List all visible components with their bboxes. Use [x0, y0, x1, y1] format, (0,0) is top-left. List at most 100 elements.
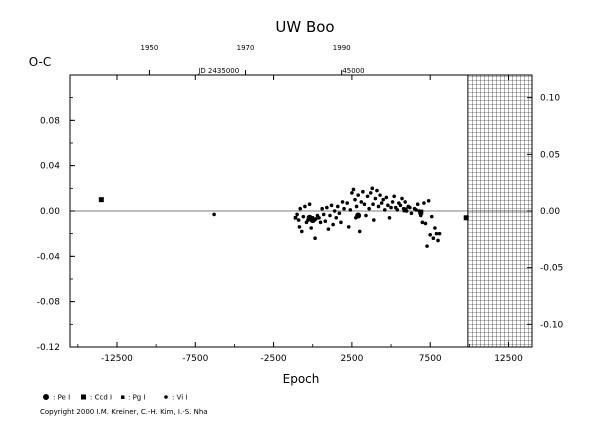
data-point-vis — [326, 227, 331, 231]
data-point-vis — [375, 188, 379, 193]
data-point-ccd — [98, 197, 104, 203]
data-point-vis — [351, 187, 356, 192]
legend-vi-marker — [164, 395, 168, 399]
data-point-vis — [382, 208, 387, 212]
x-tick-label: 7500 — [419, 354, 442, 364]
data-point-vis — [309, 226, 313, 230]
copyright-text: Copyright 2000 I.M. Kreiner, C.-H. Kim, … — [40, 408, 208, 416]
data-point-vis — [342, 206, 346, 211]
legend-ccd-marker — [81, 394, 86, 400]
data-point-vis — [323, 219, 328, 223]
right-tick-label: 0.10 — [540, 94, 560, 104]
data-point-vis — [379, 201, 384, 205]
year-tick-label: 1970 — [237, 44, 255, 52]
y-tick-label: 0.00 — [40, 207, 60, 217]
year-tick-label: 1950 — [140, 44, 158, 52]
data-point-pe — [309, 217, 316, 224]
data-point-vis — [337, 211, 342, 216]
data-point-vis — [359, 200, 364, 204]
data-point-vis — [348, 208, 353, 212]
data-point-vis — [340, 200, 345, 204]
data-point-vis — [320, 206, 324, 211]
data-point-vis — [409, 211, 414, 216]
data-point-vis — [423, 221, 428, 226]
legend-pe-label: : Pe I — [53, 394, 70, 402]
data-point-vis — [384, 195, 389, 200]
data-point-ccd — [463, 215, 469, 221]
data-point-vis — [325, 205, 329, 210]
data-point-vis — [426, 199, 431, 203]
data-point-vis — [307, 202, 312, 206]
data-point-vis — [437, 231, 442, 236]
data-point-vis — [429, 214, 434, 219]
data-point-vis — [400, 196, 404, 201]
data-point-vis — [299, 229, 304, 234]
data-point-vis — [345, 201, 350, 205]
legend-pe-marker — [43, 394, 49, 400]
data-point-vis — [368, 191, 373, 195]
data-point-vis — [297, 225, 302, 229]
data-point-vis — [390, 200, 395, 204]
data-point-vis — [331, 222, 335, 227]
data-point-vis — [389, 205, 393, 210]
data-point-vis — [329, 203, 334, 208]
y-tick-label: -0.08 — [37, 298, 61, 308]
data-point-vis — [403, 200, 407, 204]
right-tick-label: -0.05 — [540, 264, 563, 274]
data-point-vis — [420, 220, 425, 225]
data-point-vis — [298, 206, 303, 211]
data-point-vis — [386, 203, 390, 208]
data-point-vis — [431, 236, 436, 240]
data-point-vis — [339, 220, 343, 225]
x-tick-label: -7500 — [182, 354, 208, 364]
data-point-vis — [370, 186, 375, 191]
data-point-vis — [398, 203, 403, 208]
data-point-vis — [295, 212, 299, 217]
x-tick-label: -2500 — [261, 354, 287, 364]
data-point-vis — [301, 214, 306, 219]
data-point-vis — [350, 191, 354, 195]
top-mid-label: 45000 — [342, 67, 364, 75]
data-point-vis — [365, 194, 370, 199]
data-point-vis — [434, 231, 439, 236]
data-point-vis — [356, 193, 360, 197]
data-point-pe — [355, 212, 362, 219]
data-point-vis — [212, 212, 216, 217]
legend-vi-label: : Vi I — [172, 394, 187, 402]
data-point-vis — [408, 205, 412, 210]
data-point-vis — [353, 197, 357, 202]
data-point-vis — [303, 204, 307, 209]
data-point-vis — [436, 238, 440, 243]
data-point-vis — [362, 202, 367, 206]
data-point-vis — [354, 204, 359, 209]
data-point-vis — [422, 201, 426, 205]
x-tick-label: -12500 — [101, 354, 133, 364]
chart-title: UW Boo — [275, 18, 334, 36]
data-point-vis — [376, 204, 381, 209]
y-tick-label: 0.04 — [40, 162, 60, 172]
data-point-ccd — [418, 209, 424, 215]
year-tick-label: 1990 — [333, 44, 351, 52]
data-point-vis — [395, 208, 400, 212]
data-point-vis — [334, 216, 339, 220]
data-point-vis — [318, 220, 323, 225]
data-point-vis — [425, 244, 429, 248]
data-point-vis — [361, 189, 365, 194]
data-point-vis — [428, 233, 433, 237]
data-point-vis — [357, 229, 362, 234]
data-point-vis — [372, 218, 376, 222]
data-point-pg — [293, 216, 298, 220]
legend-pg-label: : Pg I — [128, 394, 146, 402]
data-point-vis — [387, 216, 392, 220]
data-point-vis — [378, 193, 382, 197]
legend-pg-marker — [121, 395, 125, 399]
data-point-vis — [346, 225, 351, 229]
data-point-vis — [373, 196, 378, 201]
data-point-vis — [381, 197, 386, 202]
y-tick-label: -0.04 — [37, 252, 61, 262]
y-axis-label: O-C — [29, 55, 52, 69]
data-point-vis — [328, 213, 332, 218]
data-point-ccd — [402, 207, 408, 213]
x-tick-label: 2500 — [340, 354, 363, 364]
